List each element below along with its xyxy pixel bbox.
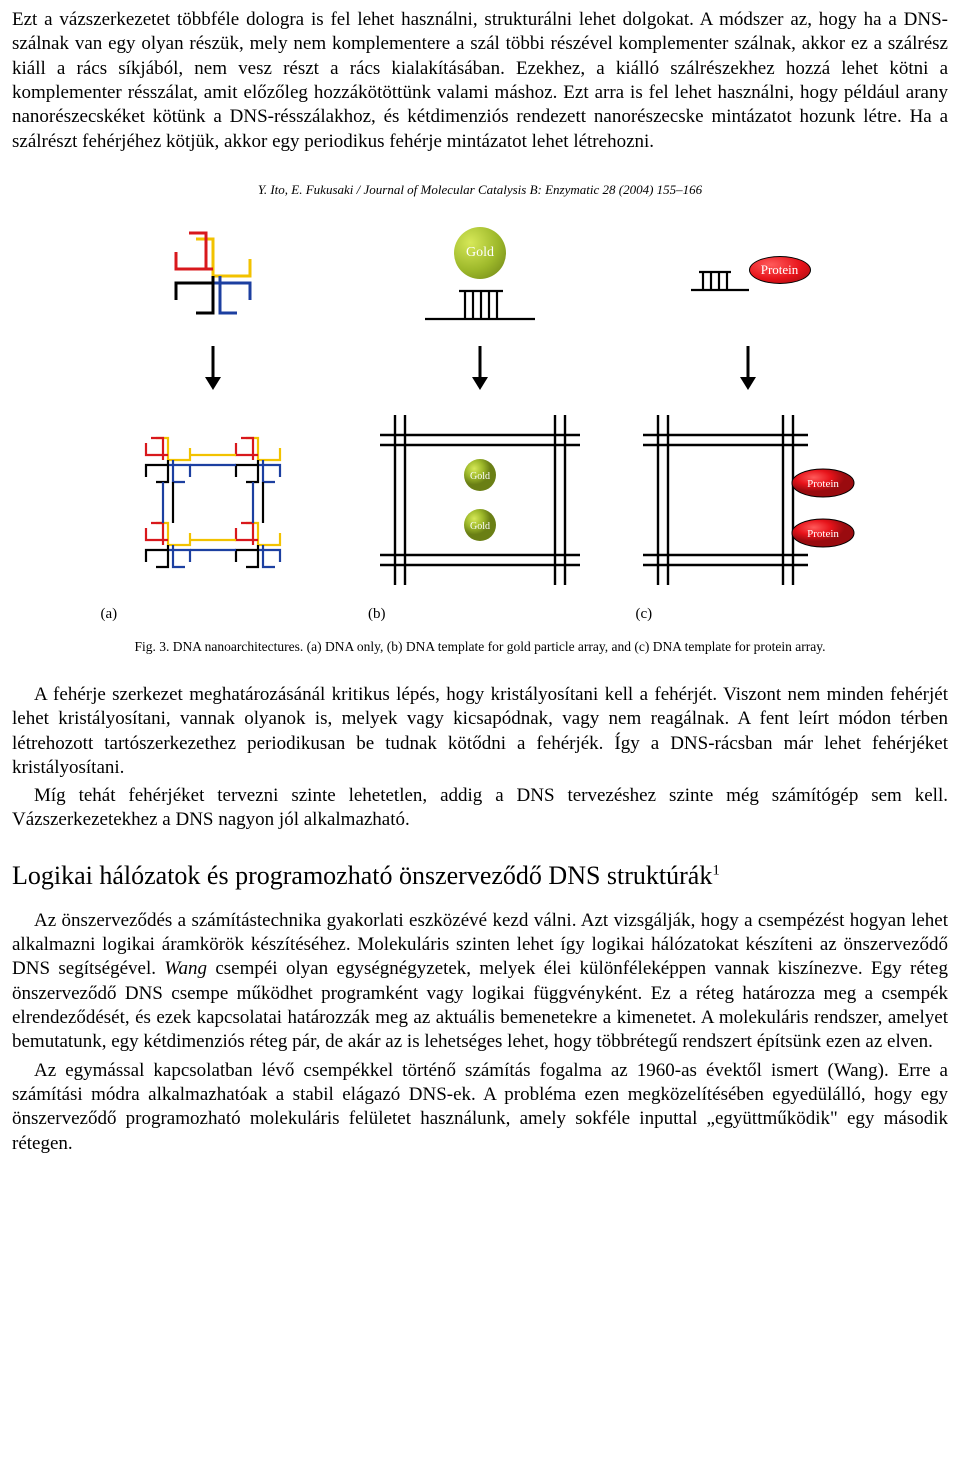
figure-panels: (a) Gold xyxy=(65,216,895,623)
dna-comb-icon xyxy=(415,279,545,325)
arrow-down-icon xyxy=(733,344,763,392)
dna-junction-icon xyxy=(148,221,278,331)
panel-b-top: Gold xyxy=(360,216,600,336)
panel-c-bottom: Protein Protein xyxy=(628,400,868,600)
svg-text:Protein: Protein xyxy=(807,478,839,490)
section-heading-ref: 1 xyxy=(712,862,720,878)
protein-oval: Protein xyxy=(749,256,811,284)
journal-header: Y. Ito, E. Fukusaki / Journal of Molecul… xyxy=(12,182,948,198)
figure-panel-c: Protein xyxy=(628,216,868,623)
section-heading: Logikai hálózatok és programozható önsze… xyxy=(12,861,948,891)
dna-overhang-icon xyxy=(685,262,755,296)
figure-panel-a: (a) xyxy=(93,216,333,623)
figure-3: Y. Ito, E. Fukusaki / Journal of Molecul… xyxy=(12,182,948,655)
panel-c-top: Protein xyxy=(628,216,868,336)
panel-a-label: (a) xyxy=(93,606,333,623)
figure-panel-b: Gold xyxy=(360,216,600,623)
figure-caption: Fig. 3. DNA nanoarchitectures. (a) DNA o… xyxy=(12,639,948,655)
dna-lattice-icon xyxy=(108,405,318,595)
p4-wang: Wang xyxy=(164,958,207,979)
dna-lattice-gold-icon: Gold Gold xyxy=(370,405,590,595)
gold-sphere-large: Gold xyxy=(454,227,506,279)
protein-label: Protein xyxy=(761,262,799,278)
gold-label: Gold xyxy=(466,245,494,261)
body-paragraph-4: Az önszerveződés a számítástechnika gyak… xyxy=(12,909,948,1055)
panel-a-top xyxy=(93,216,333,336)
section-heading-text: Logikai hálózatok és programozható önsze… xyxy=(12,861,712,890)
gold-small-label-1: Gold xyxy=(470,471,490,482)
arrow-down-icon xyxy=(465,344,495,392)
panel-b-bottom: Gold Gold xyxy=(360,400,600,600)
gold-small-label-2: Gold xyxy=(470,521,490,532)
panel-a-bottom xyxy=(93,400,333,600)
panel-b-label: (b) xyxy=(360,606,600,623)
body-paragraph-1: Ezt a vázszerkezetet többféle dologra is… xyxy=(12,8,948,154)
body-paragraph-3: Míg tehát fehérjéket tervezni szinte leh… xyxy=(12,784,948,833)
svg-text:Protein: Protein xyxy=(807,528,839,540)
body-paragraph-5: Az egymással kapcsolatban lévő csempékke… xyxy=(12,1059,948,1156)
panel-c-label: (c) xyxy=(628,606,868,623)
dna-lattice-protein-icon: Protein Protein xyxy=(633,405,863,595)
body-paragraph-2: A fehérje szerkezet meghatározásánál kri… xyxy=(12,683,948,780)
arrow-down-icon xyxy=(198,344,228,392)
